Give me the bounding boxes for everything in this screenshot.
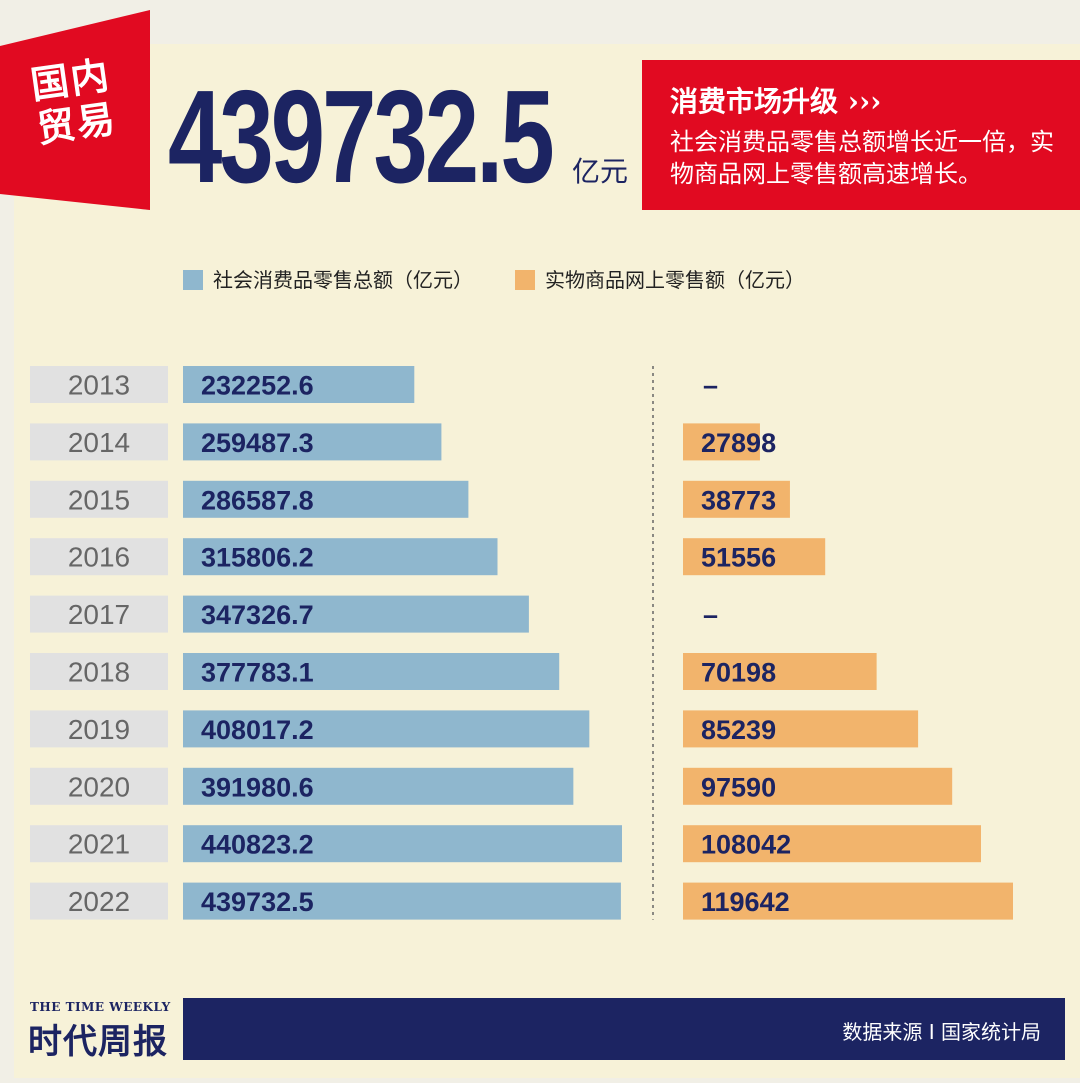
retail-bar-2018: [183, 653, 560, 690]
online-value-2013: –: [703, 371, 718, 401]
online-bar-2016: [683, 538, 826, 576]
year-cell-2016: [30, 538, 168, 576]
year-cell-2013: [30, 366, 168, 403]
retail-bar-2021: [183, 825, 622, 863]
retail-value-2019: 408017.2: [201, 715, 314, 745]
retail-value-2015: 286587.8: [201, 485, 314, 515]
legend-retail-swatch: [183, 270, 203, 290]
year-label-2019: 2019: [68, 714, 130, 745]
highlight-title: 消费市场升级 ›››: [670, 85, 882, 118]
brand-logo: 时代周报: [28, 1022, 168, 1062]
year-cell-2017: [30, 595, 168, 633]
online-bar-2022: [683, 882, 1013, 920]
online-bar-2020: [683, 767, 953, 805]
retail-bar-2019: [183, 710, 590, 748]
online-bar-2015: [683, 480, 790, 518]
section-tag: [0, 10, 150, 210]
online-value-2019: 85239: [701, 715, 776, 745]
highlight-body: 社会消费品零售总额增长近一倍，实物商品网上零售额高速增长。: [670, 128, 1054, 188]
legend-online-label: 实物商品网上零售额（亿元）: [545, 268, 805, 292]
online-value-2014: 27898: [701, 428, 776, 458]
online-value-2018: 70198: [701, 658, 776, 688]
retail-value-2021: 440823.2: [201, 830, 314, 860]
brand-english: THE TIME WEEKLY: [30, 1000, 171, 1014]
year-cell-2018: [30, 653, 168, 690]
year-cell-2020: [30, 767, 168, 805]
year-cell-2019: [30, 710, 168, 748]
year-cell-2015: [30, 480, 168, 518]
retail-value-2016: 315806.2: [201, 543, 314, 573]
online-bar-2014: [683, 423, 760, 461]
retail-bar-2014: [183, 423, 442, 461]
headline-value: 439732.5: [168, 63, 555, 210]
online-value-2022: 119642: [701, 887, 790, 917]
retail-bar-2013: [183, 366, 415, 403]
online-value-2017: –: [703, 600, 718, 630]
year-label-2017: 2017: [68, 599, 130, 630]
year-label-2016: 2016: [68, 542, 130, 573]
legend-online: 实物商品网上零售额（亿元）: [515, 264, 805, 294]
retail-value-2014: 259487.3: [201, 428, 314, 458]
year-label-2022: 2022: [68, 886, 130, 917]
year-cell-2014: [30, 423, 168, 461]
retail-value-2020: 391980.6: [201, 772, 314, 802]
online-bar-2021: [683, 825, 982, 863]
retail-value-2018: 377783.1: [201, 658, 314, 688]
highlight-box: 消费市场升级 ››› 社会消费品零售总额增长近一倍，实物商品网上零售额高速增长。: [642, 60, 1080, 210]
legend-online-swatch: [515, 270, 535, 290]
retail-value-2017: 347326.7: [201, 600, 314, 630]
footer-bar: 数据来源 I 国家统计局: [183, 998, 1065, 1060]
year-label-2014: 2014: [68, 427, 130, 458]
year-label-2015: 2015: [68, 484, 130, 515]
online-value-2016: 51556: [701, 543, 776, 573]
online-value-2021: 108042: [701, 830, 791, 860]
legend-retail-label: 社会消费品零售总额（亿元）: [213, 268, 473, 292]
year-label-2013: 2013: [68, 370, 130, 401]
retail-bar-2022: [183, 882, 621, 920]
retail-bar-2017: [183, 595, 529, 633]
retail-value-2022: 439732.5: [201, 887, 314, 917]
online-value-2020: 97590: [701, 772, 776, 802]
online-bar-2019: [683, 710, 919, 748]
year-label-2021: 2021: [68, 829, 130, 860]
year-label-2018: 2018: [68, 657, 130, 688]
legend-retail: 社会消费品零售总额（亿元）: [183, 264, 473, 294]
online-bar-2018: [683, 653, 877, 690]
online-value-2015: 38773: [701, 485, 776, 515]
retail-bar-2020: [183, 767, 574, 805]
data-source: 数据来源 I 国家统计局: [842, 1020, 1041, 1044]
retail-value-2013: 232252.6: [201, 371, 314, 401]
retail-bar-2015: [183, 480, 469, 518]
year-cell-2022: [30, 882, 168, 920]
headline-unit: 亿元: [572, 155, 629, 188]
year-cell-2021: [30, 825, 168, 863]
retail-bar-2016: [183, 538, 498, 576]
year-label-2020: 2020: [68, 771, 130, 802]
